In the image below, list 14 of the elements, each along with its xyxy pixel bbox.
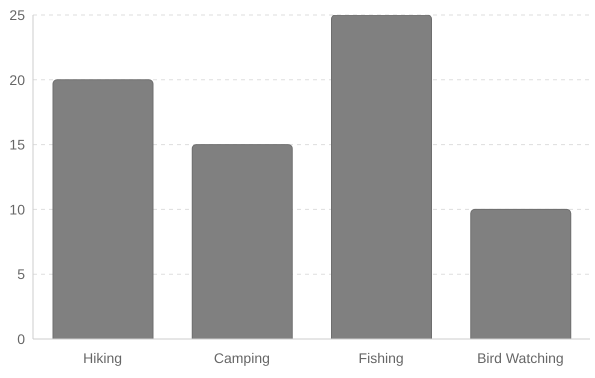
bar bbox=[192, 144, 293, 339]
y-tick-label: 0 bbox=[17, 330, 26, 347]
y-tick-label: 10 bbox=[9, 201, 26, 218]
bar bbox=[470, 208, 572, 339]
y-tick-label: 15 bbox=[9, 136, 26, 153]
x-tick-label: Camping bbox=[214, 350, 270, 366]
bar bbox=[52, 79, 154, 339]
bar bbox=[331, 15, 432, 339]
y-tick-label: 20 bbox=[9, 72, 26, 88]
x-tick-label: Bird Watching bbox=[477, 350, 564, 366]
y-tick-label: 5 bbox=[17, 266, 26, 282]
y-tick-label: 25 bbox=[9, 6, 26, 23]
x-tick-label: Fishing bbox=[358, 350, 404, 366]
x-tick-label: Hiking bbox=[83, 350, 122, 366]
